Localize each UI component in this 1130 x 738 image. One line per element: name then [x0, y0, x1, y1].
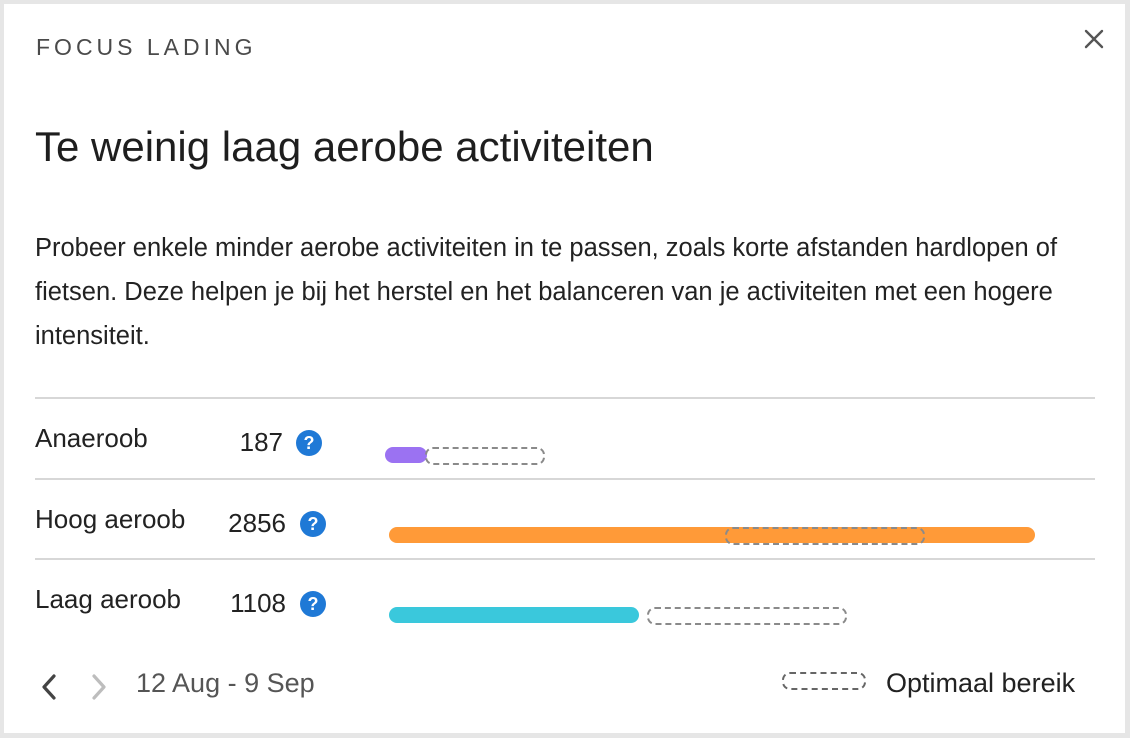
help-button[interactable]: ? — [300, 511, 326, 537]
divider — [35, 558, 1095, 560]
optimal-range-marker — [725, 527, 925, 545]
metric-label: Hoog aeroob — [35, 504, 186, 534]
metric-row-low-aerobic: Laag aeroob 1108 ? — [4, 560, 1125, 640]
modal-description: Probeer enkele minder aerobe activiteite… — [35, 234, 1058, 350]
metric-bar-fill — [385, 447, 427, 463]
metric-bar — [389, 607, 859, 625]
optimal-range-marker — [425, 447, 545, 465]
divider — [35, 397, 1095, 399]
metric-row-high-aerobic: Hoog aeroob 2856 ? — [4, 480, 1125, 560]
help-button[interactable]: ? — [300, 591, 326, 617]
help-icon: ? — [307, 593, 319, 614]
metric-bar-fill — [389, 527, 1035, 543]
metric-bar-fill — [389, 607, 639, 623]
help-icon: ? — [303, 432, 315, 453]
chevron-left-icon — [42, 674, 56, 700]
prev-period-button[interactable] — [34, 670, 64, 704]
optimal-range-legend-swatch — [782, 672, 866, 690]
close-icon — [1084, 29, 1104, 49]
date-range: 12 Aug - 9 Sep — [136, 668, 315, 698]
metric-row-anaerobic: Anaeroob 187 ? — [4, 399, 1125, 479]
modal-eyebrow: FOCUS LADING — [36, 34, 257, 60]
metric-value: 2856 — [228, 508, 286, 538]
help-button[interactable]: ? — [296, 430, 322, 456]
metric-bar — [389, 527, 1039, 545]
optimal-range-legend-label: Optimaal bereik — [886, 668, 1076, 698]
focus-load-modal: FOCUS LADING Te weinig laag aerobe activ… — [4, 4, 1125, 733]
help-icon: ? — [307, 513, 319, 534]
metric-value: 187 — [239, 427, 283, 457]
modal-title: Te weinig laag aerobe activiteiten — [35, 123, 654, 170]
metric-bar — [385, 447, 555, 465]
metric-label: Laag aeroob — [35, 584, 182, 614]
close-button[interactable] — [1077, 22, 1111, 56]
optimal-range-marker — [647, 607, 847, 625]
chevron-right-icon — [92, 674, 106, 700]
metric-label: Anaeroob — [35, 423, 148, 453]
divider — [35, 478, 1095, 480]
next-period-button[interactable] — [84, 670, 114, 704]
metric-value: 1108 — [230, 588, 286, 618]
